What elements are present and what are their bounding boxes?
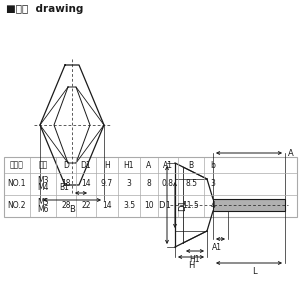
Text: 14: 14 [102,202,112,211]
Text: 11.5: 11.5 [183,202,200,211]
Text: 4: 4 [211,202,215,211]
Text: A1: A1 [212,243,222,252]
Text: 3: 3 [211,179,215,188]
Text: M6: M6 [37,205,49,214]
Text: 28: 28 [61,202,71,211]
Bar [213,199,285,211]
Text: ■図面  drawing: ■図面 drawing [6,4,83,14]
Text: M4: M4 [37,183,49,192]
Text: タイプ: タイプ [10,160,24,169]
Text: 8: 8 [147,179,152,188]
Text: 0.8: 0.8 [162,179,174,188]
Bar [4,157,297,217]
Text: B1: B1 [59,183,69,192]
Text: 18: 18 [61,179,71,188]
Text: A: A [146,160,152,169]
Text: B: B [69,205,75,214]
Text: A: A [288,148,294,158]
Text: b: b [211,160,215,169]
Text: L: L [252,267,256,276]
Text: M3: M3 [37,176,49,185]
Text: D: D [63,160,69,169]
Text: H: H [104,160,110,169]
Text: NO.1: NO.1 [8,179,26,188]
Text: D1: D1 [81,160,91,169]
Text: H: H [188,261,194,270]
Text: 3: 3 [127,179,131,188]
Text: 3.5: 3.5 [123,202,135,211]
Text: H1: H1 [190,255,200,264]
Text: 22: 22 [81,202,91,211]
Text: NO.2: NO.2 [8,202,26,211]
Text: 14: 14 [81,179,91,188]
Text: 8.5: 8.5 [185,179,197,188]
Text: B: B [188,160,194,169]
Text: H1: H1 [124,160,134,169]
Text: D: D [158,200,165,209]
Text: A1: A1 [163,160,173,169]
Text: 9.7: 9.7 [101,179,113,188]
Text: D1: D1 [178,199,187,211]
Text: 規格: 規格 [38,160,48,169]
Text: M5: M5 [37,198,49,207]
Text: 10: 10 [144,202,154,211]
Text: 1: 1 [166,202,170,211]
